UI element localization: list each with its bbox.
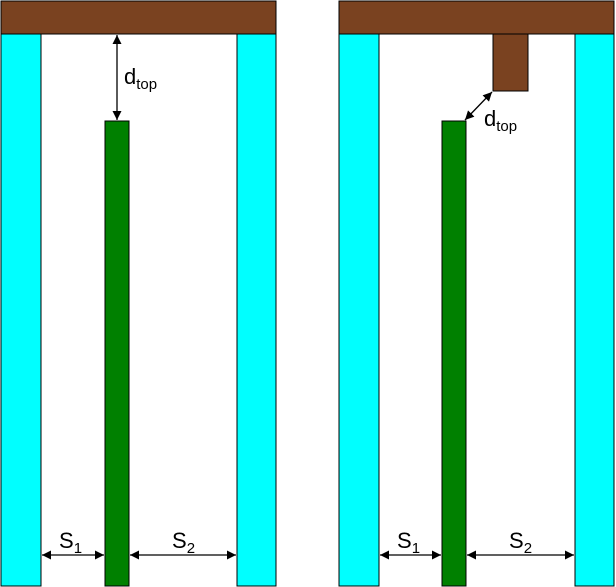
left-panel-s2-label: S2 bbox=[172, 528, 195, 557]
right-panel-dtop-arrow bbox=[464, 91, 493, 121]
left-panel-left-wall bbox=[0, 33, 42, 587]
left-panel-rod bbox=[104, 120, 130, 587]
right-panel-s2-label: S2 bbox=[509, 528, 532, 557]
right-panel-s1-label: S1 bbox=[397, 528, 420, 557]
right-panel: dtop S1 S2 bbox=[338, 0, 615, 587]
right-panel-top-plate bbox=[338, 0, 615, 35]
left-panel: dtop S1 S2 bbox=[0, 0, 277, 587]
right-panel-left-wall bbox=[338, 33, 380, 587]
right-panel-dtop-label: dtop bbox=[484, 106, 517, 135]
left-panel-s1-label: S1 bbox=[59, 528, 82, 557]
right-panel-right-wall bbox=[574, 33, 615, 587]
left-panel-top-plate bbox=[0, 0, 277, 35]
right-panel-rod bbox=[441, 120, 467, 587]
right-panel-top-block bbox=[492, 33, 529, 92]
left-panel-dtop-label: dtop bbox=[124, 64, 157, 93]
left-panel-right-wall bbox=[236, 33, 277, 587]
